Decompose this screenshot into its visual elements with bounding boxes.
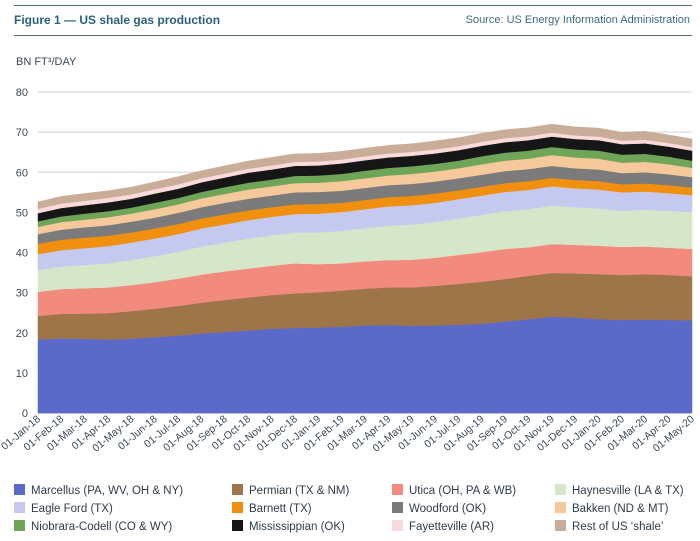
legend-swatch — [232, 484, 243, 495]
area-series-11 — [37, 123, 693, 210]
legend-label: Bakken (ND & MT) — [572, 503, 669, 515]
legend-item-10: Fayetteville (AR) — [392, 520, 494, 536]
y-tick-label: 80 — [16, 87, 28, 99]
legend-swatch — [392, 484, 403, 495]
header-rule-bottom — [14, 35, 692, 36]
y-tick-label: 60 — [16, 167, 28, 179]
legend-label: Rest of US ‘shale’ — [572, 521, 664, 533]
y-tick-label: 0 — [22, 408, 28, 420]
legend-item-11: Rest of US ‘shale’ — [555, 520, 663, 536]
figure-title: Figure 1 — US shale gas production — [14, 13, 221, 27]
legend-label: Eagle Ford (TX) — [31, 503, 113, 515]
legend-label: Barnett (TX) — [249, 503, 312, 515]
legend-label: Fayetteville (AR) — [409, 521, 494, 533]
legend-swatch — [555, 520, 566, 531]
y-tick-label: 40 — [16, 248, 28, 260]
legend-swatch — [232, 520, 243, 531]
legend-label: Permian (TX & NM) — [249, 485, 350, 497]
legend-swatch — [14, 502, 25, 513]
legend-swatch — [14, 484, 25, 495]
legend-swatch — [392, 502, 403, 513]
legend-swatch — [392, 520, 403, 531]
y-tick-label: 30 — [16, 288, 28, 300]
y-tick-label: 50 — [16, 207, 28, 219]
source-note: Source: US Energy Information Administra… — [465, 14, 690, 26]
legend-label: Utica (OH, PA & WB) — [409, 485, 517, 497]
legend-label: Marcellus (PA, WV, OH & NY) — [31, 485, 184, 497]
y-tick-label: 20 — [16, 328, 28, 340]
y-axis: 0 10 20 30 40 50 60 70 80 — [16, 87, 28, 420]
legend-label: Haynesville (LA & TX) — [572, 485, 684, 497]
area-series — [37, 123, 693, 414]
legend-item-9: Mississippian (OK) — [232, 520, 345, 536]
legend-item-0: Marcellus (PA, WV, OH & NY) — [14, 484, 183, 500]
x-axis: 01-Jan-1801-Feb-1801-Mar-1801-Apr-1801-M… — [0, 413, 697, 455]
y-tick-label: 70 — [16, 127, 28, 139]
legend-item-4: Eagle Ford (TX) — [14, 502, 113, 518]
y-tick-label: 10 — [16, 368, 28, 380]
legend-label: Mississippian (OK) — [249, 521, 345, 533]
legend-item-3: Haynesville (LA & TX) — [555, 484, 684, 500]
legend-label: Niobrara-Codell (CO & WY) — [31, 521, 173, 533]
legend-item-1: Permian (TX & NM) — [232, 484, 349, 500]
header-rule-top — [14, 5, 692, 6]
figure-header: Figure 1 — US shale gas production Sourc… — [0, 0, 700, 38]
legend-label: Woodford (OK) — [409, 503, 487, 515]
legend-item-5: Barnett (TX) — [232, 502, 312, 518]
legend-swatch — [232, 502, 243, 513]
legend-item-6: Woodford (OK) — [392, 502, 486, 518]
stacked-area-chart: 0 10 20 30 40 50 60 70 80 01-Jan-1801-Feb-1801-M… — [0, 87, 697, 455]
legend-swatch — [555, 502, 566, 513]
y-axis-unit-label: BN FT³/DAY — [16, 56, 77, 68]
legend-swatch — [14, 520, 25, 531]
legend-item-2: Utica (OH, PA & WB) — [392, 484, 516, 500]
legend-item-7: Bakken (ND & MT) — [555, 502, 669, 518]
legend-swatch — [555, 484, 566, 495]
legend-item-8: Niobrara-Codell (CO & WY) — [14, 520, 172, 536]
